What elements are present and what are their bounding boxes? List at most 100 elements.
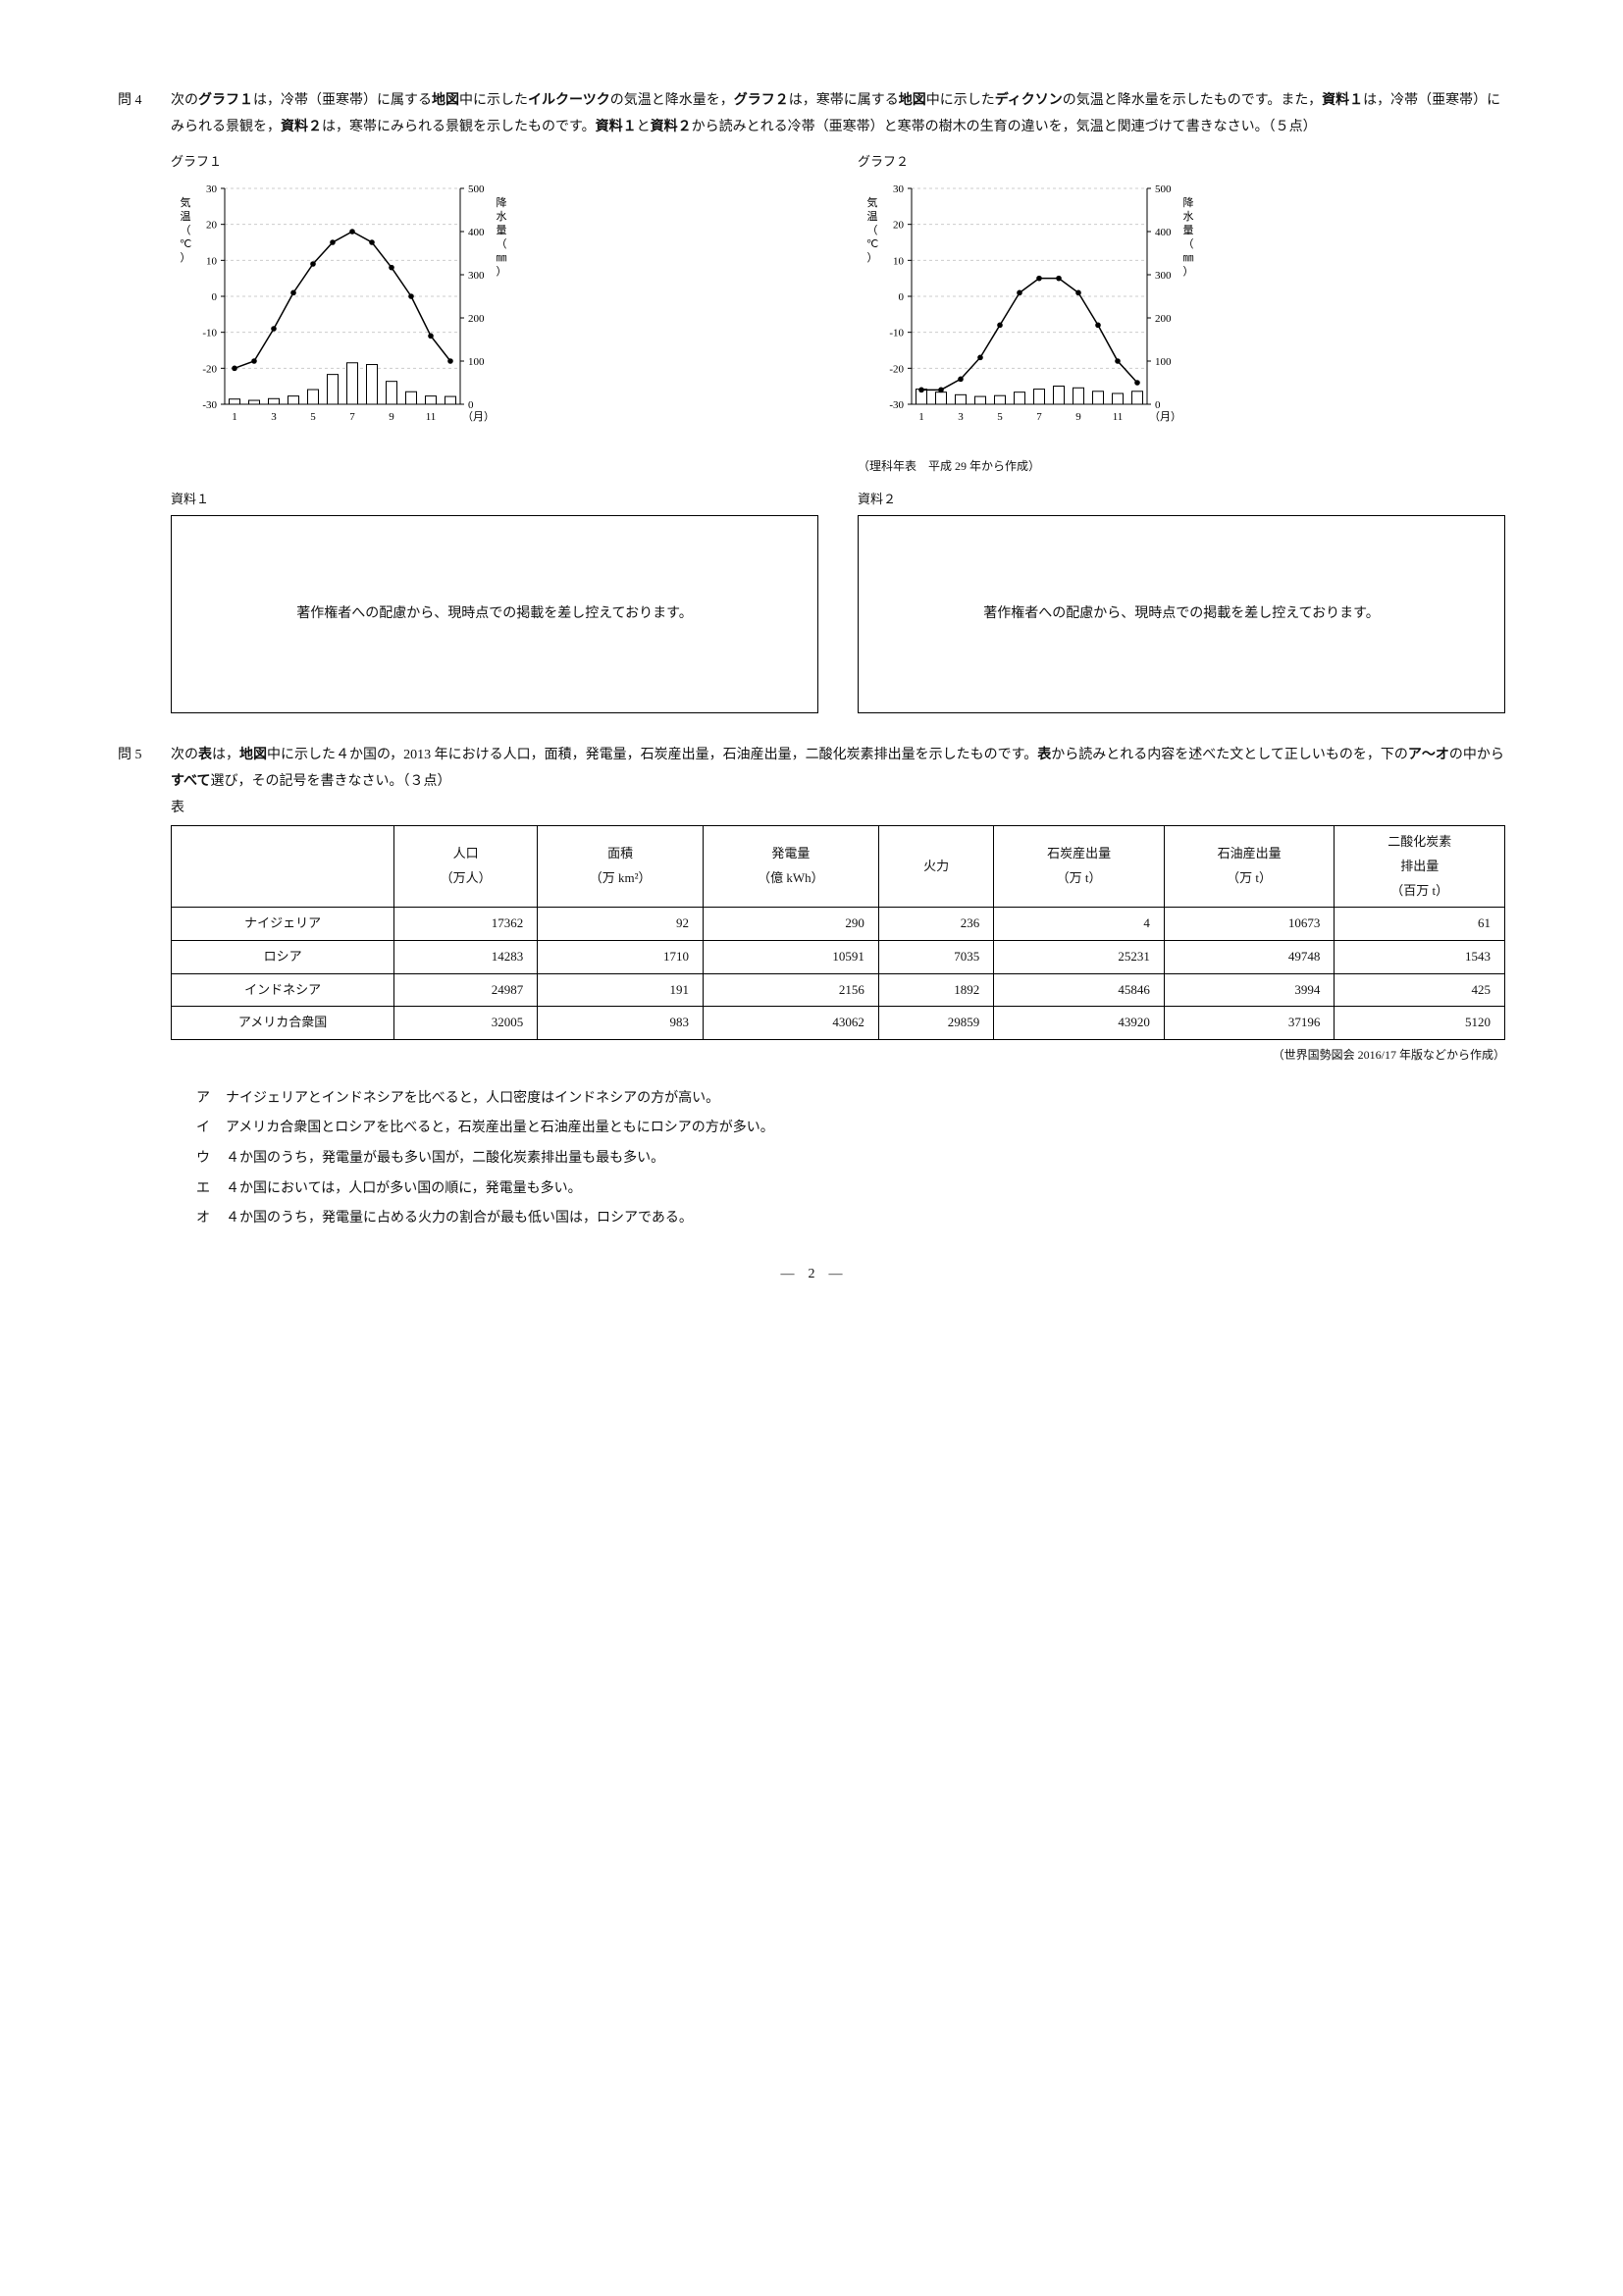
svg-text:30: 30 <box>893 183 905 195</box>
svg-text:100: 100 <box>1155 356 1172 368</box>
svg-text:（: （ <box>1183 237 1194 250</box>
table-cell: 1543 <box>1335 940 1505 973</box>
svg-text:気: 気 <box>867 195 878 209</box>
table-body: ナイジェリア173629229023641067361ロシア1428317101… <box>172 908 1505 1040</box>
table-cell: 1710 <box>538 940 704 973</box>
svg-text:20: 20 <box>893 220 905 232</box>
svg-text:-30: -30 <box>202 399 217 411</box>
svg-text:温: 温 <box>867 210 878 223</box>
table-cell: ロシア <box>172 940 394 973</box>
svg-text:3: 3 <box>271 411 277 423</box>
res2-text: 著作権者への配慮から、現時点での掲載を差し控えております。 <box>983 600 1379 630</box>
choice-label: イ <box>196 1116 210 1142</box>
choice-label: エ <box>196 1176 210 1203</box>
svg-text:0: 0 <box>212 291 218 303</box>
svg-text:-20: -20 <box>889 363 904 375</box>
choice-label: ア <box>196 1086 210 1113</box>
table-header-cell: 火力 <box>878 826 993 908</box>
table-cell: 4 <box>994 908 1165 941</box>
choice-text: ４か国のうち，発電量が最も多い国が，二酸化炭素排出量も最も多い。 <box>226 1146 664 1173</box>
table-caption: 表 <box>171 796 1505 822</box>
svg-text:500: 500 <box>1155 183 1172 195</box>
table-cell: 25231 <box>994 940 1165 973</box>
table-cell: 10673 <box>1164 908 1335 941</box>
svg-text:）: ） <box>497 265 507 278</box>
svg-text:9: 9 <box>1075 411 1081 423</box>
choice-item: オ４か国のうち，発電量に占める火力の割合が最も低い国は，ロシアである。 <box>196 1206 1505 1232</box>
choice-item: ウ４か国のうち，発電量が最も多い国が，二酸化炭素排出量も最も多い。 <box>196 1146 1505 1173</box>
table-cell: 37196 <box>1164 1007 1335 1040</box>
table-row: インドネシア2498719121561892458463994425 <box>172 973 1505 1007</box>
svg-text:（: （ <box>867 224 878 236</box>
svg-text:300: 300 <box>1155 270 1172 282</box>
svg-text:㎜: ㎜ <box>1183 252 1194 264</box>
svg-text:-10: -10 <box>202 328 217 339</box>
table-header-cell: 石油産出量（万 t） <box>1164 826 1335 908</box>
svg-text:（月）: （月） <box>462 410 495 423</box>
table-source: （世界国勢図会 2016/17 年版などから作成） <box>171 1044 1505 1067</box>
svg-text:500: 500 <box>468 183 485 195</box>
svg-text:0: 0 <box>468 399 474 411</box>
table-cell: 32005 <box>394 1007 538 1040</box>
choice-item: エ ４か国においては，人口が多い国の順に，発電量も多い。 <box>196 1176 1505 1203</box>
table-cell: 1892 <box>878 973 993 1007</box>
svg-text:5: 5 <box>310 411 316 423</box>
svg-text:量: 量 <box>497 224 507 236</box>
resources-row: 資料１ 著作権者への配慮から、現時点での掲載を差し控えております。 資料２ 著作… <box>171 488 1505 714</box>
table-cell: 24987 <box>394 973 538 1007</box>
svg-text:（: （ <box>497 237 507 250</box>
q5-text: 次の表は，地図中に示した４か国の，2013 年における人口，面積，発電量，石炭産… <box>171 743 1505 795</box>
choice-text: アメリカ合衆国とロシアを比べると，石炭産出量と石油産出量ともにロシアの方が多い。 <box>226 1116 774 1142</box>
table-cell: 7035 <box>878 940 993 973</box>
svg-text:水: 水 <box>1183 210 1194 223</box>
charts-row: グラフ１ -30-20-1001020300100200300400500135… <box>171 150 1505 477</box>
table-cell: 43920 <box>994 1007 1165 1040</box>
question-4: 問 4 次のグラフ１は，冷帯（亜寒帯）に属する地図中に示したイルクーツクの気温と… <box>118 88 1505 713</box>
question-5: 問 5 次の表は，地図中に示した４か国の，2013 年における人口，面積，発電量… <box>118 743 1505 1231</box>
res1-title: 資料１ <box>171 488 818 512</box>
table-row: ロシア14283171010591703525231497481543 <box>172 940 1505 973</box>
svg-text:気: 気 <box>181 195 191 209</box>
table-header-cell: 発電量（億 kWh） <box>703 826 878 908</box>
q5-number: 問 5 <box>118 743 171 795</box>
table-cell: 983 <box>538 1007 704 1040</box>
svg-text:降: 降 <box>1183 195 1194 209</box>
table-cell: 45846 <box>994 973 1165 1007</box>
svg-text:11: 11 <box>426 411 437 423</box>
table-cell: 425 <box>1335 973 1505 1007</box>
svg-text:10: 10 <box>893 255 905 267</box>
table-cell: 10591 <box>703 940 878 973</box>
table-cell: 2156 <box>703 973 878 1007</box>
svg-text:200: 200 <box>468 313 485 325</box>
table-row: ナイジェリア173629229023641067361 <box>172 908 1505 941</box>
table-cell: インドネシア <box>172 973 394 1007</box>
table-header-cell: 人口（万人） <box>394 826 538 908</box>
svg-text:1: 1 <box>918 411 924 423</box>
svg-text:1: 1 <box>232 411 237 423</box>
chart-1: グラフ１ -30-20-1001020300100200300400500135… <box>171 150 818 477</box>
table-cell: 191 <box>538 973 704 1007</box>
res2-frame: 著作権者への配慮から、現時点での掲載を差し控えております。 <box>858 515 1505 713</box>
svg-text:5: 5 <box>997 411 1003 423</box>
svg-text:）: ） <box>867 251 878 264</box>
svg-text:30: 30 <box>206 183 218 195</box>
svg-text:℃: ℃ <box>180 238 191 250</box>
svg-text:9: 9 <box>389 411 394 423</box>
table-head: 人口（万人）面積（万 km²）発電量（億 kWh）火力石炭産出量（万 t）石油産… <box>172 826 1505 908</box>
svg-text:11: 11 <box>1113 411 1124 423</box>
svg-text:）: ） <box>1183 265 1194 278</box>
svg-text:降: 降 <box>497 195 507 209</box>
res2-title: 資料２ <box>858 488 1505 512</box>
table-header-cell: 面積（万 km²） <box>538 826 704 908</box>
svg-text:300: 300 <box>468 270 485 282</box>
svg-text:-10: -10 <box>889 328 904 339</box>
choice-text: ４か国においては，人口が多い国の順に，発電量も多い。 <box>226 1176 582 1203</box>
svg-text:量: 量 <box>1183 224 1194 236</box>
table-cell: 17362 <box>394 908 538 941</box>
table-row: アメリカ合衆国32005983430622985943920371965120 <box>172 1007 1505 1040</box>
res1-frame: 著作権者への配慮から、現時点での掲載を差し控えております。 <box>171 515 818 713</box>
choice-label: オ <box>196 1206 210 1232</box>
resource-2: 資料２ 著作権者への配慮から、現時点での掲載を差し控えております。 <box>858 488 1505 714</box>
svg-text:0: 0 <box>899 291 905 303</box>
data-table: 人口（万人）面積（万 km²）発電量（億 kWh）火力石炭産出量（万 t）石油産… <box>171 825 1505 1040</box>
